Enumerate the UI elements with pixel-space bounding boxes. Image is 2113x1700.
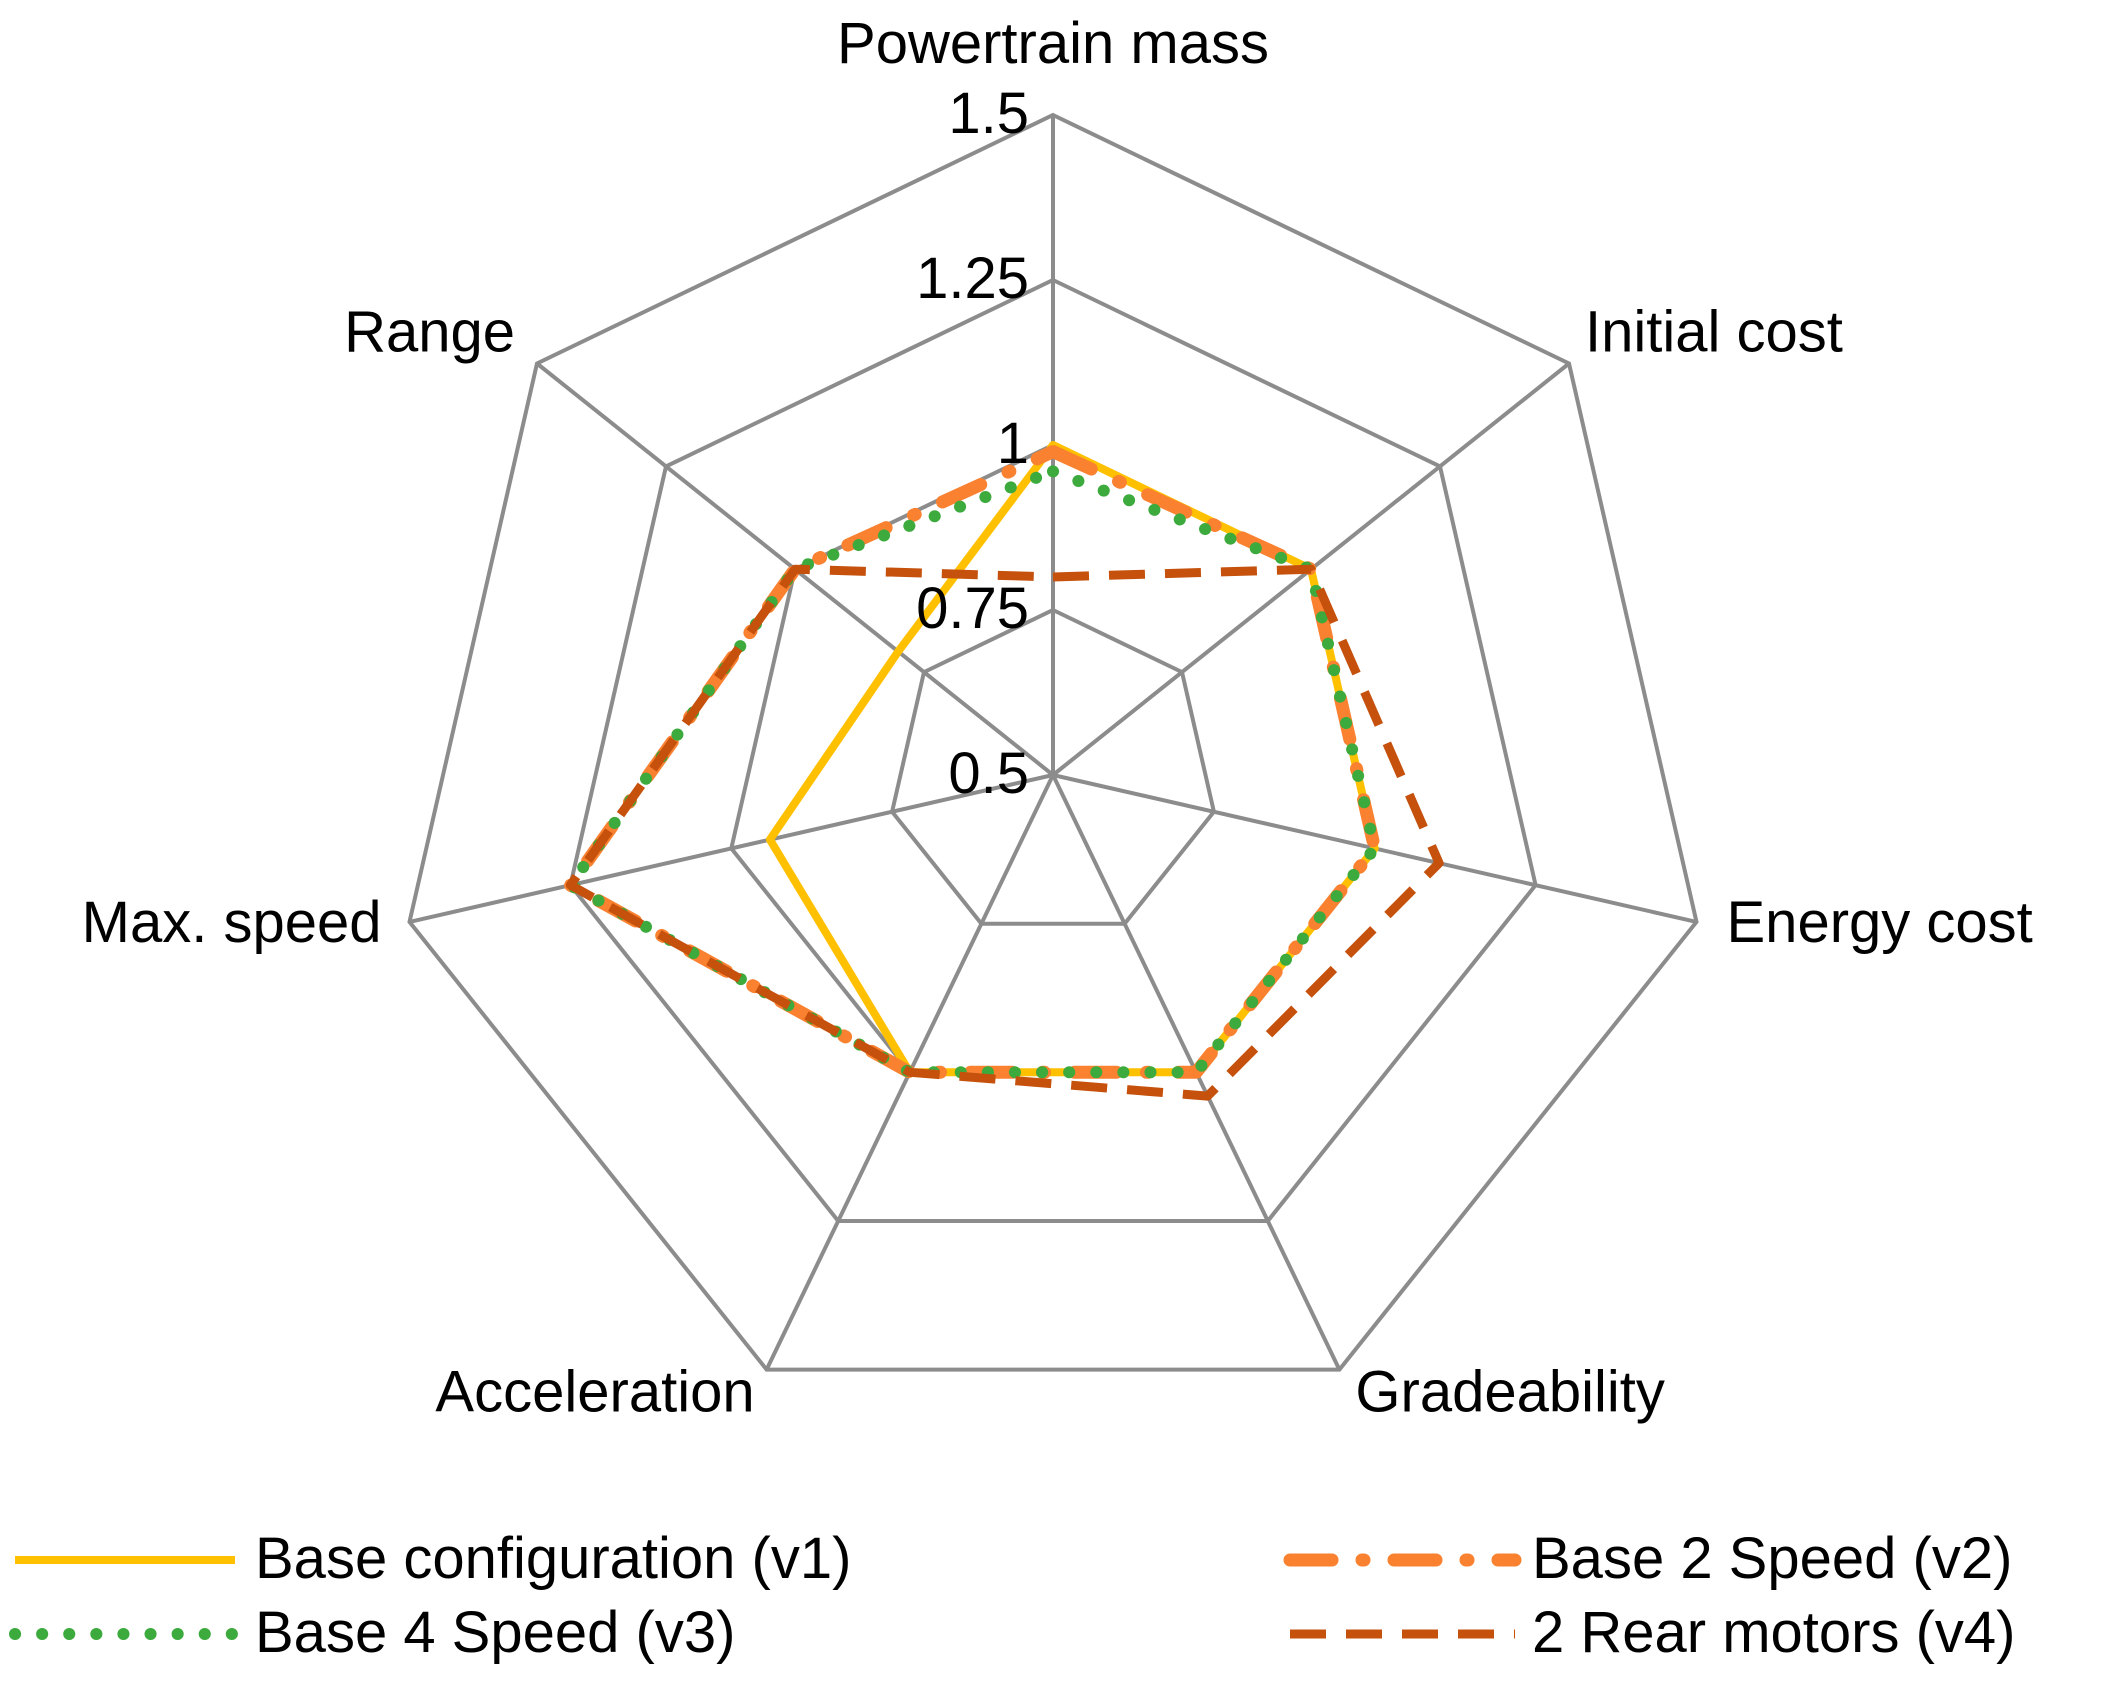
tick-label-1: 1	[997, 411, 1029, 476]
axis-label-gradeability: Gradeability	[1355, 1360, 1664, 1425]
legend-item-2-rear-motors-v4: 2 Rear motors (v4)	[1290, 1600, 2015, 1665]
legend-label-base-2-speed-v2: Base 2 Speed (v2)	[1532, 1526, 2012, 1591]
tick-label-1-5: 1.5	[948, 81, 1029, 146]
tick-label-0-75: 0.75	[916, 576, 1029, 641]
radar-grid	[407, 112, 1699, 1372]
axis-label-acceleration: Acceleration	[435, 1360, 754, 1425]
legend-item-base-configuration-v1: Base configuration (v1)	[15, 1526, 851, 1591]
axis-label-max-speed: Max. speed	[82, 890, 382, 955]
tick-label-1-25: 1.25	[916, 246, 1029, 311]
grid-ring-1-5	[407, 112, 1699, 1372]
tick-label-0-5: 0.5	[948, 741, 1029, 806]
legend: Base configuration (v1) Base 2 Speed (v2)…	[9, 1526, 2015, 1665]
legend-label-2-rear-motors-v4: 2 Rear motors (v4)	[1532, 1600, 2015, 1665]
legend-item-base-2-speed-v2: Base 2 Speed (v2)	[1283, 1526, 2012, 1591]
series-line-2-rear-motors-v4	[565, 564, 1444, 1101]
axis-label-initial-cost: Initial cost	[1585, 300, 1843, 365]
legend-item-base-4-speed-v3: Base 4 Speed (v3)	[9, 1600, 735, 1665]
axis-label-range: Range	[344, 300, 515, 365]
radar-series	[563, 441, 1444, 1101]
axis-label-powertrain-mass: Powertrain mass	[837, 11, 1269, 76]
legend-label-base-4-speed-v3: Base 4 Speed (v3)	[255, 1600, 735, 1665]
legend-label-base-configuration-v1: Base configuration (v1)	[255, 1526, 851, 1591]
axis-label-energy-cost: Energy cost	[1727, 890, 2033, 955]
grid-ring-1-25	[568, 277, 1538, 1223]
grid-ring-0-75	[889, 607, 1217, 926]
